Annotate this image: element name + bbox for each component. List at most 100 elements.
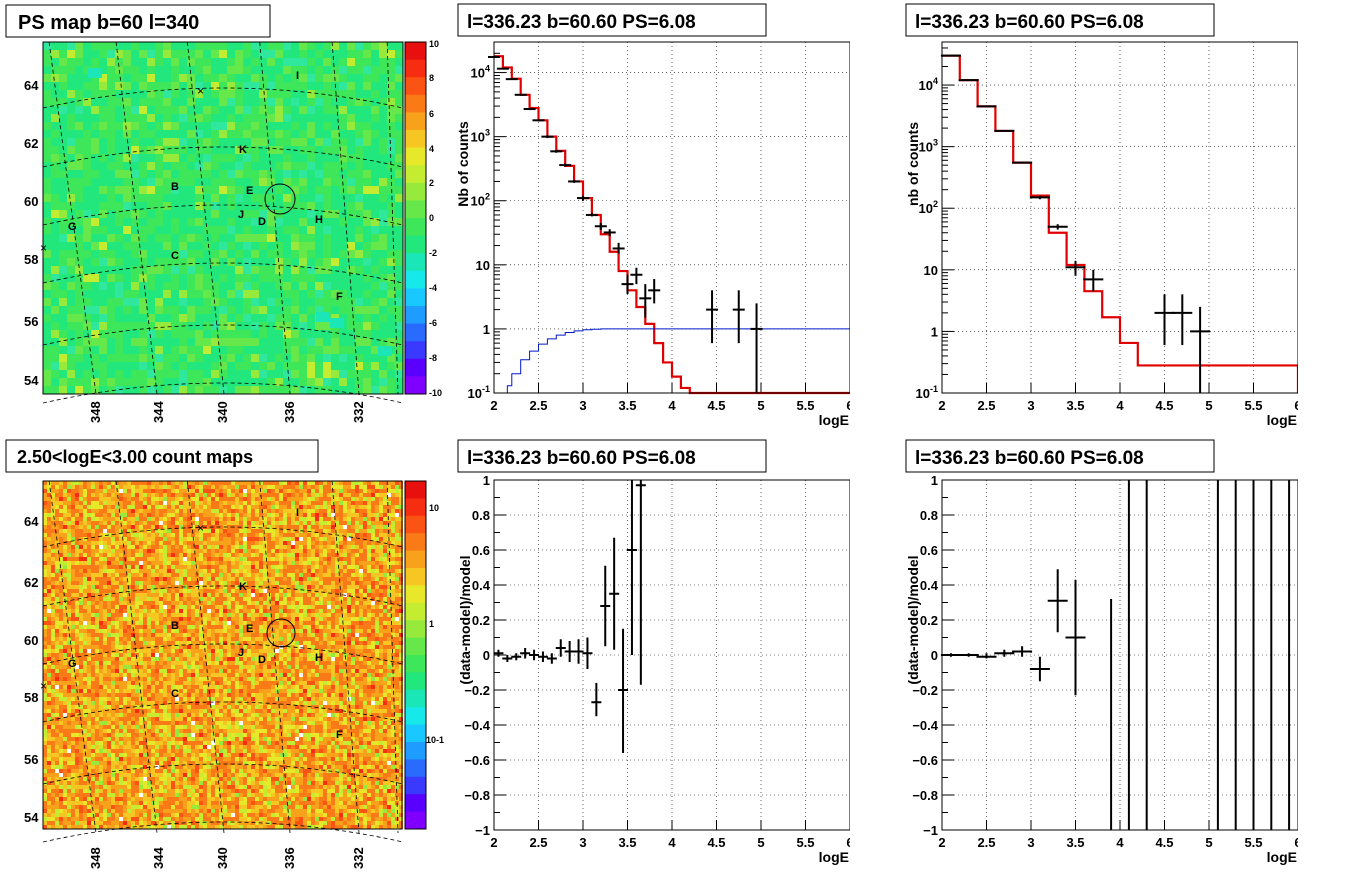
ps-map-pixel — [395, 314, 403, 322]
ps-map-pixel — [179, 106, 187, 114]
count-map-pixel — [343, 601, 347, 605]
ps-map-pixel — [275, 138, 283, 146]
count-map-pixel — [343, 585, 347, 589]
ps-map-pixel — [347, 250, 355, 258]
ps-map-pixel — [67, 82, 75, 90]
count-map-pixel — [327, 485, 331, 489]
count-map-pixel — [367, 529, 371, 533]
count-map-pixel — [195, 601, 199, 605]
ps-map-pixel — [283, 378, 291, 386]
count-map-pixel — [167, 569, 171, 573]
count-map-svg: 2.50<logE<3.00 count maps 64 62 60 58 56… — [5, 439, 444, 869]
count-map-pixel — [375, 481, 379, 485]
count-map-pixel — [67, 525, 71, 529]
count-map-pixel — [79, 497, 83, 501]
count-map-pixel — [159, 529, 163, 533]
count-map-pixel — [367, 569, 371, 573]
count-map-pixel — [219, 593, 223, 597]
count-map-pixel — [131, 509, 135, 513]
count-map-pixel — [263, 565, 267, 569]
ps-map-pixel — [355, 314, 363, 322]
count-map-pixel — [259, 497, 263, 501]
count-map-pixel — [111, 553, 115, 557]
count-map-pixel — [235, 581, 239, 585]
ps-map-pixel — [179, 186, 187, 194]
ps-map-pixel — [99, 266, 107, 274]
count-map-pixel — [59, 505, 63, 509]
ps-map-pixel — [219, 234, 227, 242]
ps-map-pixel — [83, 202, 91, 210]
count-map-pixel — [331, 497, 335, 501]
count-map-pixel — [303, 481, 307, 485]
ps-map-pixel — [155, 170, 163, 178]
count-map-pixel — [171, 497, 175, 501]
count-map-pixel — [247, 573, 251, 577]
ps-map-pixel — [211, 242, 219, 250]
count-map-pixel — [267, 581, 271, 585]
count-map-pixel — [203, 505, 207, 509]
count-map-pixel — [207, 525, 211, 529]
count-map-pixel — [271, 525, 275, 529]
count-map-pixel — [115, 557, 119, 561]
count-map-pixel — [243, 533, 247, 537]
count-map-pixel — [339, 497, 343, 501]
ps-map-pixel — [171, 186, 179, 194]
count-map-pixel — [127, 581, 131, 585]
ps-map-pixel — [307, 354, 315, 362]
ps-map-pixel — [267, 130, 275, 138]
ps-map-pixel — [371, 338, 379, 346]
count-map-pixel — [43, 593, 47, 597]
ps-map-pixel — [251, 346, 259, 354]
count-map-pixel — [55, 589, 59, 593]
ps-map-pixel — [83, 154, 91, 162]
count-map-pixel — [203, 533, 207, 537]
ps-map-pixel — [267, 98, 275, 106]
ps-map-pixel — [59, 330, 67, 338]
ps-map-pixel — [123, 386, 131, 394]
count-map-pixel — [119, 489, 123, 493]
count-map-pixel — [399, 597, 403, 601]
count-map-pixel — [195, 521, 199, 525]
count-map-pixel — [299, 497, 303, 501]
count-map-pixel — [231, 513, 235, 517]
cbar-label-2: 2 — [429, 178, 434, 188]
count-map-pixel — [347, 553, 351, 557]
count-map-pixel — [303, 501, 307, 505]
ps-map-pixel — [331, 234, 339, 242]
ps-map-pixel — [267, 42, 275, 50]
ps-map-pixel — [355, 378, 363, 386]
count-map-pixel — [367, 521, 371, 525]
count-map-pixel — [167, 553, 171, 557]
count-map-pixel — [327, 601, 331, 605]
count-map-pixel — [111, 609, 115, 613]
count-map-pixel — [135, 493, 139, 497]
count-map-pixel — [115, 493, 119, 497]
count-map-pixel — [347, 493, 351, 497]
count-map-pixel — [347, 485, 351, 489]
ps-map-pixel — [259, 346, 267, 354]
count-map-pixel — [75, 525, 79, 529]
ps-map-colorbar-frame — [404, 41, 427, 395]
count-map-pixel — [307, 601, 311, 605]
ps-map-pixel — [155, 122, 163, 130]
count-map-pixel — [95, 545, 99, 549]
ps-map-pixel — [83, 234, 91, 242]
count-map-pixel — [399, 481, 403, 485]
ps-map-pixel — [171, 114, 179, 122]
count-map-pixel — [219, 497, 223, 501]
ps-map-pixel — [83, 290, 91, 298]
count-map-pixel — [103, 605, 107, 609]
ps-map-pixel — [267, 362, 275, 370]
ps-map-pixel — [339, 170, 347, 178]
count-map-pixel — [111, 585, 115, 589]
ps-map-pixel — [171, 82, 179, 90]
ps-map-pixel — [203, 282, 211, 290]
count-map-pixel — [67, 561, 71, 565]
count-map-pixel — [355, 553, 359, 557]
ps-map-pixel — [131, 170, 139, 178]
ps-map-pixel — [243, 218, 251, 226]
ps-map-pixel — [307, 298, 315, 306]
ps-map-pixel — [43, 330, 51, 338]
ps-map-pixel — [83, 114, 91, 122]
ps-map-pixel — [107, 258, 115, 266]
